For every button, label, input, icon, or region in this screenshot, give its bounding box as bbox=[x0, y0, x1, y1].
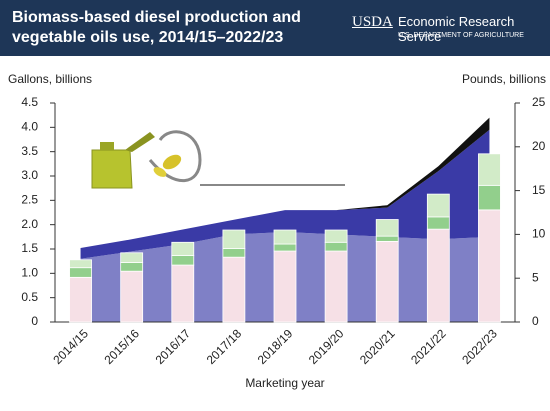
leaf bbox=[153, 167, 167, 177]
x-tick-label: 2016/17 bbox=[153, 326, 194, 367]
y-tick-label: 1.5 bbox=[21, 241, 38, 255]
y2-axis-title: Pounds, billions bbox=[462, 72, 546, 86]
bar bbox=[171, 241, 195, 256]
y-tick-label: 0 bbox=[31, 314, 38, 328]
x-tick-label: 2018/19 bbox=[255, 326, 296, 367]
bar bbox=[426, 193, 450, 218]
bar bbox=[222, 229, 246, 249]
can bbox=[91, 149, 133, 189]
x-tick-label: 2020/21 bbox=[357, 326, 398, 367]
hose bbox=[148, 130, 202, 183]
bar bbox=[478, 184, 501, 211]
bar bbox=[222, 248, 246, 258]
bar bbox=[120, 252, 144, 263]
y-tick-label: 1.0 bbox=[21, 266, 38, 280]
y2-tick-label: 25 bbox=[532, 95, 546, 109]
y-tick-label: 0.5 bbox=[21, 290, 38, 304]
logo: USDA bbox=[352, 14, 393, 30]
y-tick-label: 4.0 bbox=[21, 120, 38, 134]
y2-tick-label: 20 bbox=[532, 139, 546, 153]
bar bbox=[273, 250, 297, 323]
y-axis-title: Gallons, billions bbox=[8, 72, 92, 86]
bar bbox=[273, 229, 297, 245]
bar bbox=[426, 216, 450, 230]
y2-tick-label: 0 bbox=[532, 314, 539, 328]
x-tick-label: 2014/15 bbox=[50, 326, 91, 367]
nozzle bbox=[125, 132, 155, 152]
department: U.S. DEPARTMENT OF AGRICULTURE bbox=[398, 32, 524, 39]
bar bbox=[324, 229, 348, 243]
y2-tick-label: 5 bbox=[532, 270, 539, 284]
header: Biomass-based diesel production and vege… bbox=[0, 0, 550, 56]
x-tick-label: 2017/18 bbox=[204, 326, 245, 367]
bar bbox=[375, 235, 399, 242]
bar bbox=[478, 209, 501, 323]
bar bbox=[171, 264, 195, 323]
y-tick-label: 4.5 bbox=[21, 95, 38, 109]
agency: Economic Research Service bbox=[398, 14, 515, 44]
bar bbox=[375, 219, 399, 237]
bar bbox=[171, 255, 195, 266]
bar bbox=[324, 241, 348, 252]
bar bbox=[426, 228, 450, 323]
leaf bbox=[162, 154, 182, 170]
bar bbox=[69, 267, 92, 278]
y2-tick-label: 15 bbox=[532, 183, 546, 197]
x-tick-label: 2021/22 bbox=[408, 326, 449, 367]
y-tick-label: 2.5 bbox=[21, 193, 38, 207]
can-cap bbox=[100, 142, 114, 150]
x-tick-label: 2019/20 bbox=[306, 326, 347, 367]
y-tick-label: 3.0 bbox=[21, 168, 38, 182]
bar bbox=[69, 259, 92, 269]
y2-tick-label: 10 bbox=[532, 227, 546, 241]
bar bbox=[222, 256, 246, 323]
y-tick-label: 3.5 bbox=[21, 144, 38, 158]
bar bbox=[120, 270, 144, 323]
bar bbox=[120, 262, 144, 272]
x-tick-label: 2015/16 bbox=[101, 326, 142, 367]
y-tick-label: 2.0 bbox=[21, 217, 38, 231]
bar bbox=[375, 241, 399, 323]
bar bbox=[69, 276, 92, 323]
x-tick-label: 2022/23 bbox=[459, 326, 500, 367]
chart-title: Biomass-based diesel production and vege… bbox=[12, 9, 301, 46]
bar bbox=[324, 250, 348, 323]
bar bbox=[273, 243, 297, 252]
x-axis-title: Marketing year bbox=[245, 376, 324, 390]
bar bbox=[478, 153, 501, 186]
icon bbox=[91, 130, 345, 189]
